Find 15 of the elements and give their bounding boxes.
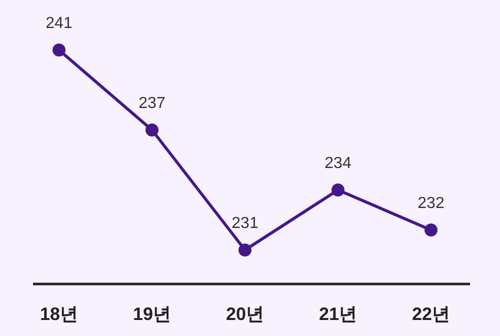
point	[424, 224, 438, 236]
data-label: 234	[324, 155, 352, 172]
data-label: 232	[418, 195, 444, 212]
data-label: 231	[232, 215, 258, 232]
point	[146, 124, 158, 136]
point	[52, 44, 66, 56]
point	[332, 184, 344, 196]
x-tick: 20년	[226, 304, 264, 324]
point	[238, 244, 252, 256]
x-tick: 22년	[412, 304, 450, 324]
data-label: 237	[138, 95, 166, 112]
data-label: 241	[46, 15, 72, 32]
x-tick: 18년	[40, 304, 78, 324]
x-tick: 19년	[132, 304, 172, 324]
x-tick: 21년	[318, 304, 358, 324]
